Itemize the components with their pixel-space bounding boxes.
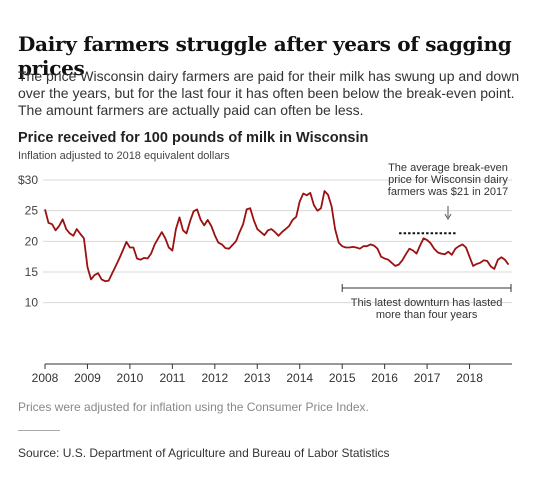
- y-tick-label-15: 15: [25, 265, 39, 279]
- divider: [18, 430, 60, 431]
- x-tick-label-2010: 2010: [117, 371, 144, 385]
- y-tick-labels: 10 15 20 25 $30: [18, 173, 38, 310]
- x-tick-label-2009: 2009: [74, 371, 101, 385]
- y-tick-label-20: 20: [25, 234, 39, 248]
- gridlines: [43, 179, 512, 365]
- y-tick-label-30: $30: [18, 173, 38, 187]
- x-tick-label-2013: 2013: [244, 371, 271, 385]
- x-tick-label-2008: 2008: [32, 371, 59, 385]
- downturn-annotation-line-0: This latest downturn has lasted: [351, 297, 503, 309]
- x-tick-label-2011: 2011: [159, 371, 185, 385]
- x-tick-label-2018: 2018: [456, 371, 483, 385]
- y-tick-label-10: 10: [25, 296, 39, 310]
- y-tick-label-25: 25: [25, 204, 39, 218]
- source-credit: Source: U.S. Department of Agriculture a…: [18, 446, 390, 460]
- breakeven-arrow-head: [444, 213, 452, 220]
- headline: Dairy farmers struggle after years of sa…: [18, 32, 512, 80]
- x-tick-label-2017: 2017: [414, 371, 441, 385]
- chart-subtitle: Inflation adjusted to 2018 equivalent do…: [18, 150, 230, 162]
- line-chart: 10 15 20 25 $30 2008 2009 2010 2011 2012 2013 2014…: [18, 162, 512, 385]
- chart-title: Price received for 100 pounds of milk in…: [18, 130, 369, 146]
- dek: The price Wisconsin dairy farmers are pa…: [18, 68, 520, 118]
- breakeven-annotation-line-0: The average break-even: [388, 162, 508, 174]
- x-tick-label-2015: 2015: [329, 371, 356, 385]
- x-tick-label-2012: 2012: [201, 371, 228, 385]
- x-tick-labels: 2008 2009 2010 2011 2012 2013 2014 2015 2016 2017…: [32, 364, 483, 385]
- x-tick-label-2016: 2016: [371, 371, 398, 385]
- downturn-annotation-line-1: more than four years: [376, 309, 478, 321]
- breakeven-annotation-line-1: price for Wisconsin dairy: [388, 174, 508, 186]
- x-tick-label-2014: 2014: [286, 371, 313, 385]
- chart-note: Prices were adjusted for inflation using…: [18, 400, 369, 414]
- series-lines: [44, 190, 510, 283]
- breakeven-annotation-line-2: farmers was $21 in 2017: [388, 186, 508, 198]
- price-line-0: [44, 190, 510, 283]
